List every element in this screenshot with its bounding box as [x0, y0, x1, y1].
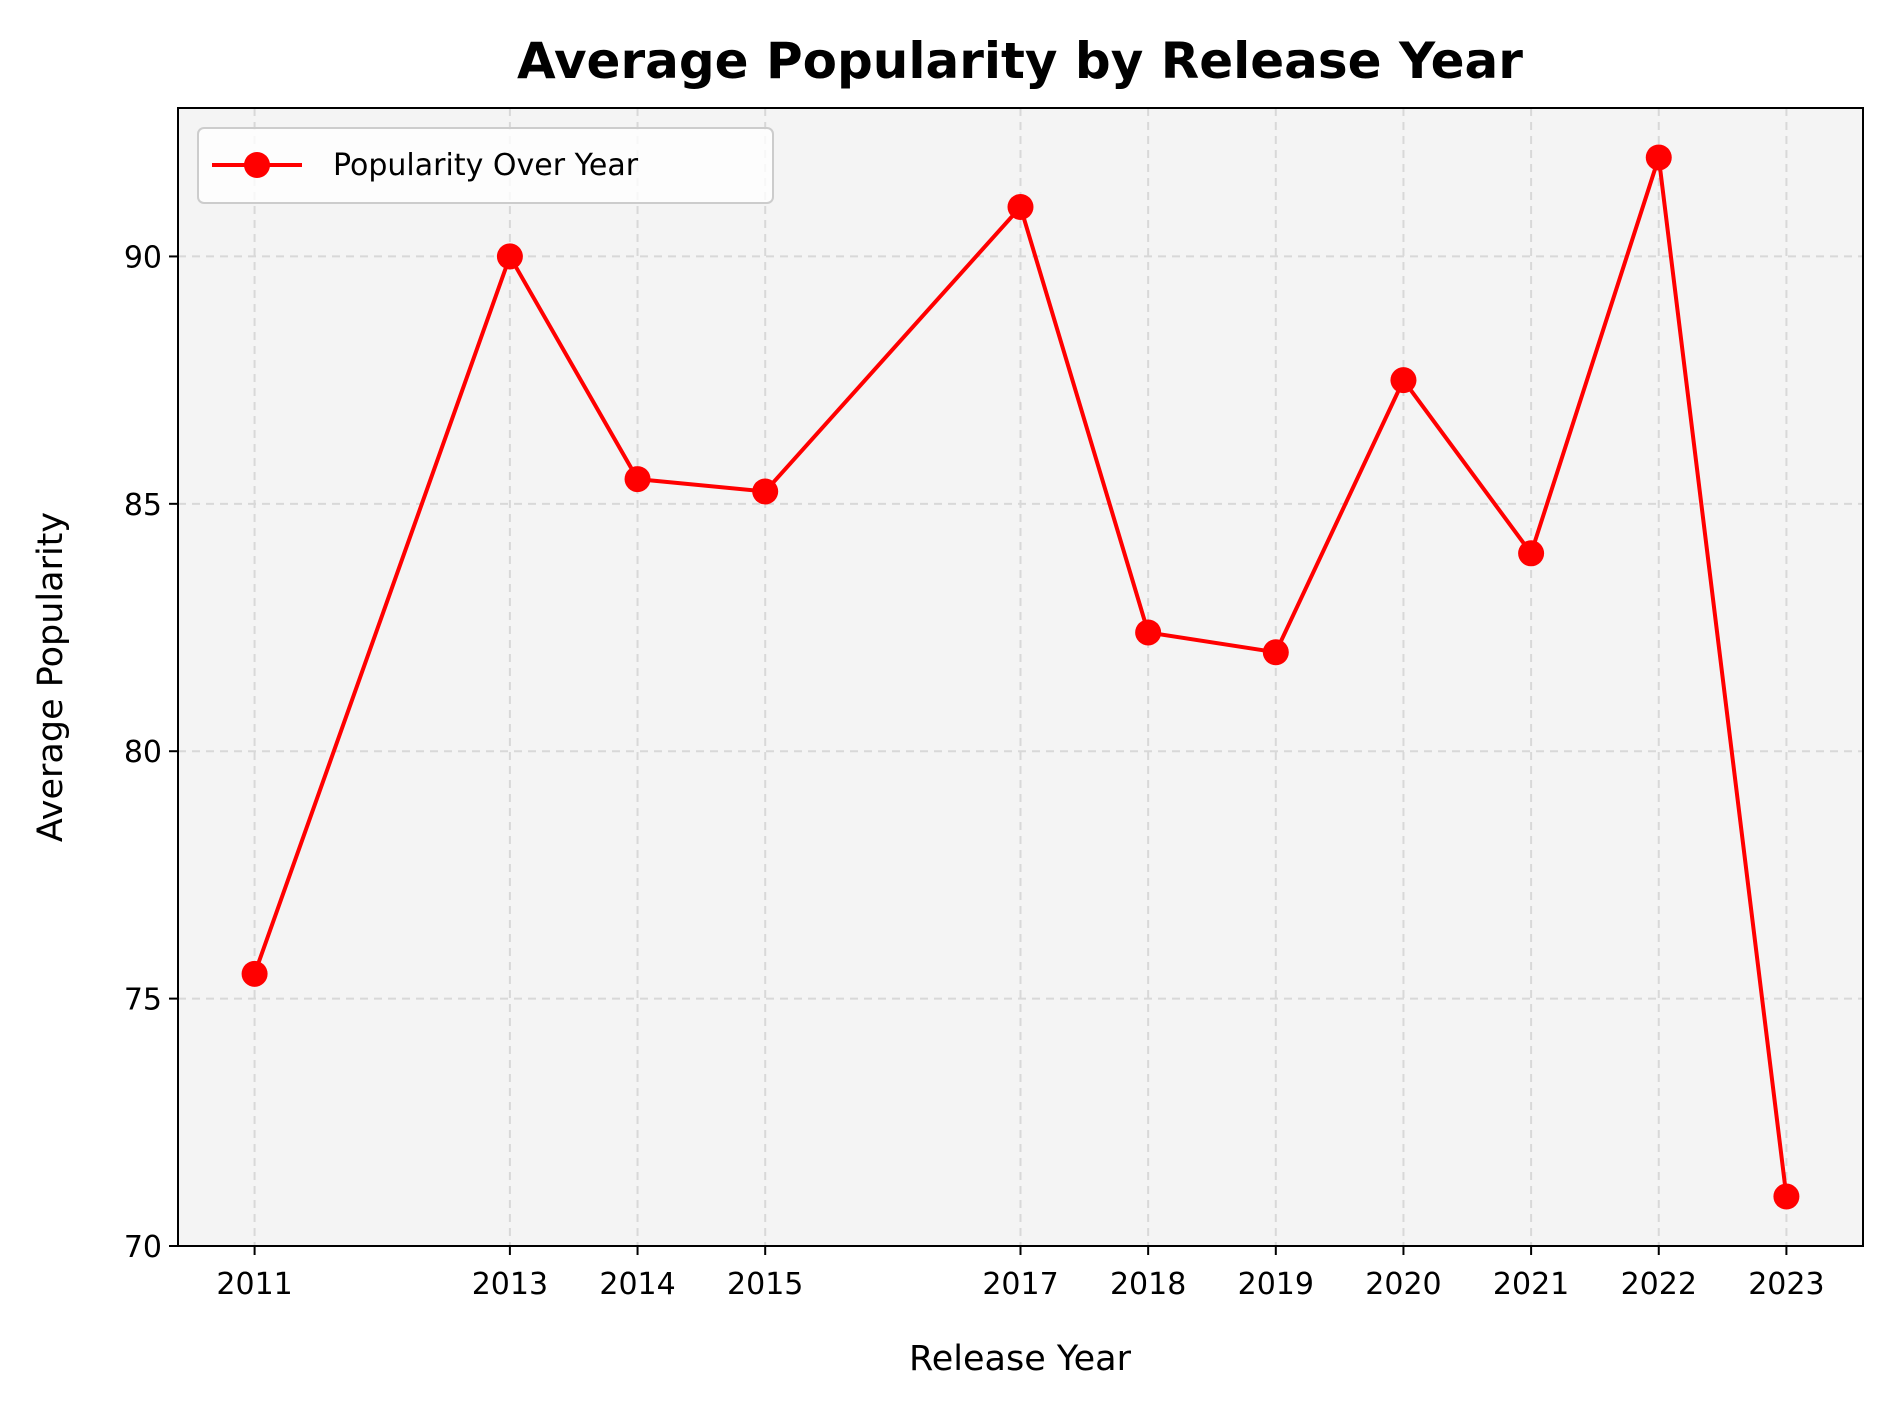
data-point	[1007, 193, 1034, 220]
data-point	[624, 466, 651, 493]
x-tick-label: 2017	[982, 1267, 1058, 1302]
x-tick-label: 2022	[1621, 1267, 1697, 1302]
x-tick-label: 2018	[1110, 1267, 1186, 1302]
data-point	[1645, 144, 1672, 171]
data-point	[1135, 619, 1162, 646]
x-tick-label: 2011	[216, 1267, 292, 1302]
x-tick-label: 2014	[599, 1267, 675, 1302]
data-point	[752, 478, 779, 505]
data-point	[1518, 540, 1545, 567]
y-tick-label: 85	[124, 488, 162, 523]
y-axis-label: Average Popularity	[31, 512, 71, 842]
data-point	[496, 243, 523, 270]
x-tick-label: 2019	[1238, 1267, 1314, 1302]
data-point	[241, 960, 268, 987]
x-tick-label: 2020	[1365, 1267, 1441, 1302]
x-tick-label: 2023	[1748, 1267, 1824, 1302]
y-tick-label: 90	[124, 240, 162, 275]
legend-marker-swatch	[244, 152, 270, 178]
data-point	[1390, 367, 1417, 394]
x-tick-label: 2015	[727, 1267, 803, 1302]
legend: Popularity Over Year	[197, 127, 774, 204]
y-tick-label: 80	[124, 735, 162, 770]
axis-ticks: 2011 2013 2014 2015 2017 2018 2019 2020 2021 2022…	[124, 240, 1825, 1302]
legend-box	[197, 127, 774, 204]
y-tick-label: 70	[124, 1230, 162, 1265]
data-point	[1773, 1183, 1800, 1210]
data-point	[1262, 639, 1289, 666]
legend-label: Popularity Over Year	[333, 148, 639, 183]
x-tick-label: 2021	[1493, 1267, 1569, 1302]
y-tick-label: 75	[124, 983, 162, 1018]
x-tick-label: 2013	[472, 1267, 548, 1302]
x-axis-label: Release Year	[909, 1339, 1132, 1379]
chart-title: Average Popularity by Release Year	[517, 32, 1523, 90]
series-group	[241, 144, 1800, 1210]
